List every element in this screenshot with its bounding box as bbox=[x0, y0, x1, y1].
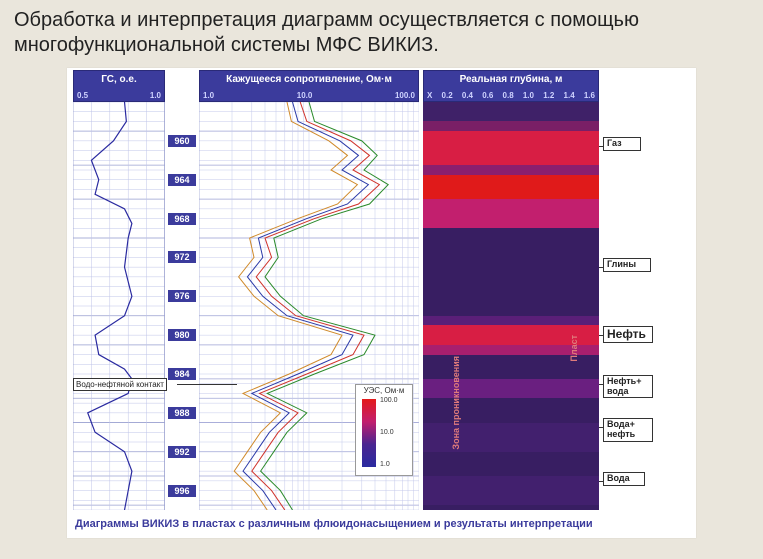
track-depth-body: 960 964 968 972 976 980 984 988 992 996 bbox=[167, 102, 197, 510]
pseudo-row bbox=[423, 209, 599, 228]
depth-tick: 980 bbox=[168, 329, 196, 341]
depth-tick: 996 bbox=[168, 485, 196, 497]
gp-scale: 0.51.0 bbox=[74, 89, 164, 103]
track-res: Кажущееся сопротивление, Ом·м1.010.0100.… bbox=[199, 70, 419, 510]
track-gp: ГС, о.е.0.51.0 bbox=[73, 70, 165, 510]
legend-label: Нефть+ вода bbox=[603, 375, 653, 399]
depth-tick: 972 bbox=[168, 251, 196, 263]
track-gp-body bbox=[73, 102, 165, 510]
pseudo-scale: X0.20.40.60.81.01.21.41.6 bbox=[424, 89, 598, 103]
pseudo-row bbox=[423, 165, 599, 175]
pseudo-row bbox=[423, 398, 599, 422]
depth-tick: 988 bbox=[168, 407, 196, 419]
legend-label: Вода bbox=[603, 472, 645, 486]
pseudo-row bbox=[423, 228, 599, 315]
depth-tick: 964 bbox=[168, 174, 196, 186]
track-pseudo-body: Зона проникновения Пласт bbox=[423, 102, 599, 510]
track-pseudo: Реальная глубина, мX0.20.40.60.81.01.21.… bbox=[423, 70, 599, 510]
colorbar-title: УЭС, Ом·м bbox=[356, 386, 412, 395]
vlabel-zone: Зона проникновения bbox=[451, 356, 461, 450]
vlabel-plast: Пласт bbox=[569, 335, 579, 362]
legend-label: Вода+ нефть bbox=[603, 418, 653, 442]
track-res-header: Кажущееся сопротивление, Ом·м1.010.0100.… bbox=[199, 70, 419, 102]
depth-tick: 960 bbox=[168, 135, 196, 147]
legend-label: Глины bbox=[603, 258, 651, 272]
legend-label: Газ bbox=[603, 137, 641, 151]
pseudo-row bbox=[423, 379, 599, 398]
pseudo-row bbox=[423, 102, 599, 121]
res-scale: 1.010.0100.0 bbox=[200, 89, 418, 103]
pseudo-row bbox=[423, 199, 599, 209]
pseudo-row bbox=[423, 476, 599, 505]
annotation-line bbox=[177, 384, 237, 385]
track-res-body: УЭС, Ом·м 100.0 10.0 1.0 bbox=[199, 102, 419, 510]
pseudo-row bbox=[423, 175, 599, 199]
depth-tick: 976 bbox=[168, 290, 196, 302]
colorbar: УЭС, Ом·м 100.0 10.0 1.0 bbox=[355, 384, 413, 476]
track-depth: 960 964 968 972 976 980 984 988 992 996 bbox=[167, 70, 197, 510]
pseudo-row bbox=[423, 131, 599, 165]
pseudo-row bbox=[423, 121, 599, 131]
annotation-label: Водо-нефтяной контакт bbox=[73, 378, 167, 391]
track-pseudo-header: Реальная глубина, мX0.20.40.60.81.01.21.… bbox=[423, 70, 599, 102]
page-title: Обработка и интерпретация диаграмм осуще… bbox=[14, 8, 749, 58]
depth-tick: 984 bbox=[168, 368, 196, 380]
figure-caption: Диаграммы ВИКИЗ в пластах с различным фл… bbox=[69, 510, 694, 536]
depth-tick: 992 bbox=[168, 446, 196, 458]
pseudo-row bbox=[423, 505, 599, 510]
pseudo-row bbox=[423, 452, 599, 476]
track-depth-header bbox=[167, 70, 197, 102]
depth-tick: 968 bbox=[168, 213, 196, 225]
pseudo-row bbox=[423, 316, 599, 326]
pseudo-row bbox=[423, 423, 599, 452]
legend-label: Нефть bbox=[603, 326, 653, 343]
figure: ГС, о.е.0.51.0 960 964 968 972 976 980 984 988 99… bbox=[67, 68, 696, 538]
track-gp-header: ГС, о.е.0.51.0 bbox=[73, 70, 165, 102]
